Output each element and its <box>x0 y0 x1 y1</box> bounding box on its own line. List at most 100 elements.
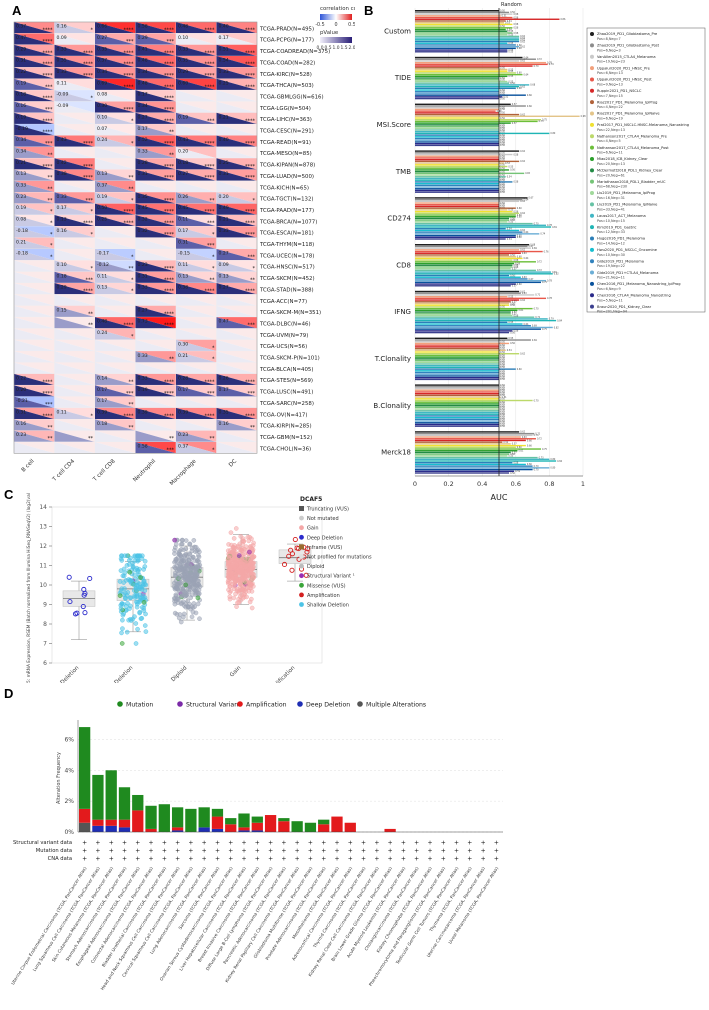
auc-bar <box>415 319 557 322</box>
correlation-triangle <box>176 124 217 136</box>
correlation-triangle <box>216 339 257 352</box>
auc-value-label: 0.50 <box>500 378 505 381</box>
legend-marker <box>299 525 304 531</box>
cell-correlation-value: 0.17 <box>138 126 148 132</box>
cell-correlation-value: 0.66 <box>97 24 107 30</box>
pvalue-triangle <box>216 271 257 284</box>
auc-value-label: 0.73 <box>539 456 544 459</box>
cell-significance: *** <box>207 221 215 227</box>
data-availability-mark: + <box>188 847 193 854</box>
auc-bar <box>415 391 499 393</box>
iqr-box <box>278 549 312 564</box>
cell-correlation-value: 0.45 <box>138 205 148 211</box>
legend-swatch <box>590 225 594 230</box>
cell-correlation-value: 0.33 <box>57 69 67 75</box>
auc-value-label: 0.82 <box>554 326 559 329</box>
correlation-triangle <box>54 294 95 306</box>
cell-significance: *** <box>126 391 134 397</box>
alteration-bar-segment <box>171 807 184 828</box>
cell-correlation-value: 0.10 <box>178 35 188 41</box>
cell-correlation-value: 0.43 <box>57 137 67 143</box>
pvalue-triangle <box>176 271 217 284</box>
auc-value-label: 0.50 <box>500 136 505 139</box>
pvalue-triangle <box>95 135 136 147</box>
cell-significance: **** <box>245 175 256 181</box>
auc-bar <box>415 456 538 459</box>
correlation-triangle <box>14 351 55 363</box>
legend-swatch <box>590 88 594 93</box>
auc-bar <box>415 387 499 390</box>
expression-point <box>179 600 184 606</box>
auc-bar <box>415 91 499 93</box>
alteration-bar-segment <box>211 808 224 817</box>
data-availability-mark: + <box>348 839 353 846</box>
pvalue-triangle <box>95 249 136 261</box>
cell-significance: ** <box>210 277 216 283</box>
auc-bar <box>415 73 523 76</box>
expression-point <box>251 574 257 580</box>
auc-value-label: 0.50 <box>500 389 505 392</box>
expression-point <box>227 596 233 602</box>
pvalue-triangle <box>14 78 55 91</box>
auc-bar <box>415 124 499 126</box>
y-tick-label: 6 <box>43 660 47 667</box>
cell-correlation-value: 0.16 <box>57 24 67 30</box>
legend-swatch <box>590 213 594 218</box>
cell-significance: **** <box>83 175 94 181</box>
auc-bar <box>415 259 513 261</box>
auc-value-label: 0.86 <box>560 18 565 21</box>
auc-bar <box>415 453 510 455</box>
data-availability-mark: + <box>82 855 87 862</box>
pvalue-triangle <box>54 90 95 102</box>
cell-significance: **** <box>43 50 54 56</box>
pvalue-triangle <box>54 328 95 340</box>
cell-significance: * <box>212 232 215 238</box>
auc-bar <box>415 444 526 447</box>
auc-value-label: 0.50 <box>500 142 505 145</box>
cell-significance: **** <box>83 73 94 79</box>
auc-bar <box>415 87 516 90</box>
auc-value-label: 0.71 <box>535 432 540 435</box>
auc-bar <box>415 279 547 282</box>
correlation-triangle <box>14 407 55 420</box>
pvalue-triangle <box>54 260 95 272</box>
data-availability-mark: + <box>122 847 127 854</box>
correlation-triangle <box>176 260 217 272</box>
auc-bar <box>415 120 538 123</box>
pvalue-triangle <box>95 146 136 159</box>
pvalue-triangle <box>216 158 257 170</box>
cell-correlation-value: 0.25 <box>97 217 107 223</box>
pvalue-triangle <box>135 169 176 181</box>
legend-marker <box>299 563 304 569</box>
pvalue-triangle <box>176 33 217 45</box>
cell-significance: **** <box>205 28 216 34</box>
auc-value-label: 0.63 <box>522 292 527 295</box>
data-availability-mark: + <box>481 847 486 854</box>
legend-marker <box>299 506 304 511</box>
expression-point <box>118 606 124 611</box>
correlation-triangle <box>54 169 95 181</box>
cell-significance: * <box>50 221 53 227</box>
cell-correlation-value: 0.39 <box>138 410 148 416</box>
auc-bar <box>415 216 516 218</box>
pvalue-triangle <box>216 33 257 45</box>
y-tick-label: 10 <box>39 582 47 589</box>
data-availability-mark: + <box>82 839 87 846</box>
auc-value-label: 0.50 <box>500 394 505 397</box>
auc-bar <box>415 127 499 129</box>
alteration-bar-segment <box>278 818 290 822</box>
cell-significance: **** <box>245 379 256 385</box>
cell-correlation-value: 0.27 <box>138 114 148 120</box>
pvalue-triangle <box>95 158 136 170</box>
correlation-triangle <box>95 90 136 102</box>
auc-value-label: 0.56 <box>510 82 515 85</box>
correlation-triangle <box>95 203 136 215</box>
legend-label: Truncating (VUS) <box>306 507 349 513</box>
cell-significance: ** <box>250 425 256 431</box>
row-label: TCGA-LIHC(N=363) <box>259 117 312 123</box>
correlation-triangle <box>95 419 136 431</box>
auc-value-label: 0.56 <box>510 302 515 305</box>
expression-point <box>127 569 133 575</box>
pvalue-triangle <box>54 339 95 352</box>
cell-significance: **** <box>205 50 216 56</box>
